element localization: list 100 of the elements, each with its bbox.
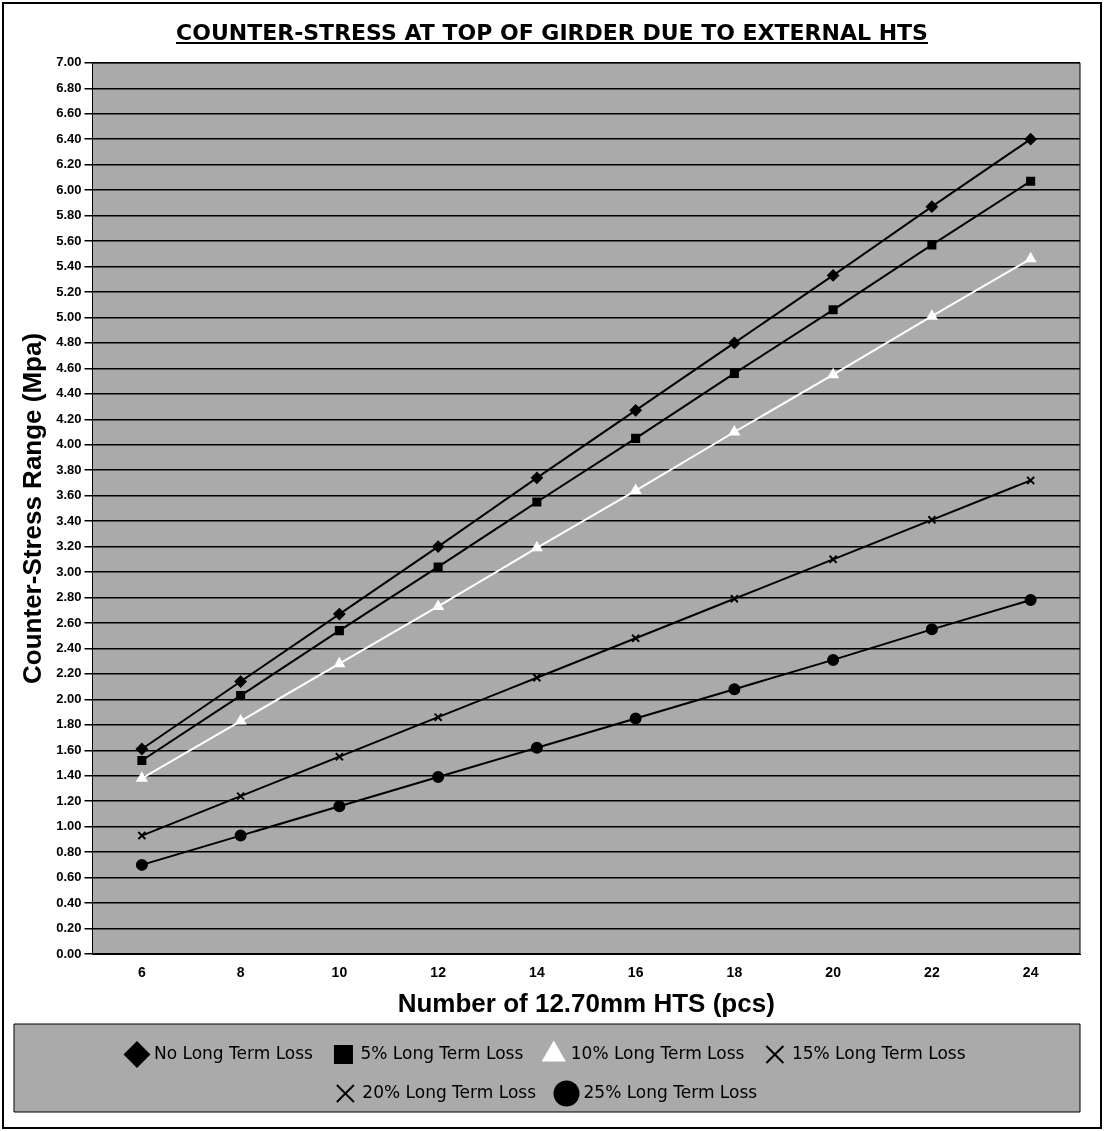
point [925, 200, 938, 213]
point [432, 600, 444, 610]
x-tick-label: 18 [726, 964, 743, 981]
point [729, 368, 739, 378]
point [728, 683, 741, 696]
point [1026, 176, 1036, 186]
y-tick-label: 4.20 [56, 410, 82, 426]
point [137, 831, 147, 841]
point [1024, 594, 1037, 607]
chart-title: COUNTER-STRESS AT TOP OF GIRDER DUE TO EXTERNAL HTS [175, 19, 929, 47]
point [926, 310, 938, 320]
point [827, 269, 840, 282]
legend-label: 10% Long Term Loss [570, 1042, 745, 1063]
y-tick-label: 2.60 [56, 614, 82, 630]
y-tick-label: 2.20 [56, 665, 82, 681]
y-tick-label: 5.20 [56, 283, 82, 299]
legend-label: 25% Long Term Loss [583, 1081, 758, 1102]
x-tick-label: 16 [627, 964, 644, 981]
legend-label: No Long Term Loss [153, 1042, 314, 1063]
point [532, 673, 542, 683]
point [135, 858, 148, 871]
point [927, 515, 937, 525]
y-tick-label: 6.60 [56, 105, 82, 121]
point [1025, 252, 1036, 263]
point [631, 433, 641, 443]
point [432, 540, 445, 553]
x-tick-label: 24 [1022, 964, 1039, 981]
y-tick-label: 6.00 [56, 181, 82, 197]
y-tick-label: 3.00 [56, 563, 82, 579]
x-tick-label: 20 [825, 964, 842, 981]
point [136, 772, 148, 782]
point [631, 633, 641, 643]
y-tick-label: 2.00 [56, 690, 82, 706]
y-tick-label: 5.00 [56, 309, 82, 325]
y-tick-label: 1.80 [56, 716, 82, 732]
point [728, 336, 741, 349]
x-tick-label: 22 [924, 964, 940, 981]
point [531, 541, 543, 552]
point [729, 426, 740, 436]
point [925, 623, 938, 636]
y-tick-label: 5.40 [56, 258, 82, 274]
y-tick-label: 7.00 [56, 54, 82, 70]
point [630, 484, 641, 495]
point [432, 771, 445, 784]
point [333, 800, 346, 813]
x-tick-label: 10 [331, 964, 348, 981]
point [235, 715, 246, 725]
y-tick-label: 4.40 [56, 385, 82, 401]
y-tick-label: 4.00 [56, 436, 82, 452]
point [530, 741, 543, 754]
point [1026, 475, 1036, 485]
y-tick-label: 3.60 [56, 487, 82, 503]
point [1024, 133, 1037, 146]
y-tick-label: 4.60 [56, 359, 82, 375]
y-tick-label: 3.20 [56, 538, 82, 554]
point [629, 712, 642, 725]
y-tick-label: 6.40 [56, 130, 82, 146]
point [729, 594, 739, 604]
point [334, 626, 344, 636]
legend-label: 15% Long Term Loss [791, 1042, 966, 1063]
y-tick-label: 2.40 [56, 640, 82, 656]
y-tick-label: 1.00 [56, 818, 82, 834]
y-axis-title: Counter-Stress Range (Mpa) [16, 332, 47, 684]
y-tick-label: 0.60 [56, 869, 82, 885]
x-tick-label: 12 [430, 964, 447, 981]
x-axis-title: Number of 12.70mm HTS (pcs) [397, 987, 775, 1018]
point [927, 240, 937, 250]
point [234, 829, 247, 842]
y-tick-label: 4.80 [56, 334, 82, 350]
y-tick-label: 1.40 [56, 767, 82, 783]
x-tick-label: 14 [529, 964, 545, 981]
y-tick-label: 3.80 [56, 461, 82, 477]
y-tick-label: 0.00 [56, 945, 82, 961]
point [334, 657, 345, 668]
y-tick-label: 0.40 [56, 894, 82, 910]
point [827, 653, 840, 666]
point [629, 404, 642, 417]
legend-label: 20% Long Term Loss [362, 1081, 537, 1102]
point [236, 791, 246, 801]
y-tick-label: 0.80 [56, 843, 82, 859]
x-tick-label: 8 [236, 964, 245, 981]
point [530, 471, 543, 484]
point [827, 368, 839, 379]
point [433, 562, 443, 572]
y-tick-label: 1.60 [56, 741, 82, 757]
point [828, 305, 838, 315]
y-tick-label: 1.20 [56, 792, 82, 808]
y-tick-label: 5.80 [56, 207, 82, 223]
y-tick-label: 6.80 [56, 79, 82, 95]
point [334, 752, 344, 762]
point [234, 675, 247, 688]
point [433, 712, 443, 722]
point [333, 608, 346, 621]
y-tick-label: 0.20 [56, 920, 82, 936]
y-tick-label: 6.20 [56, 156, 82, 172]
point [137, 755, 147, 766]
point [532, 497, 542, 507]
x-tick-label: 6 [137, 964, 146, 981]
point [828, 554, 838, 564]
y-tick-label: 5.60 [56, 232, 82, 248]
